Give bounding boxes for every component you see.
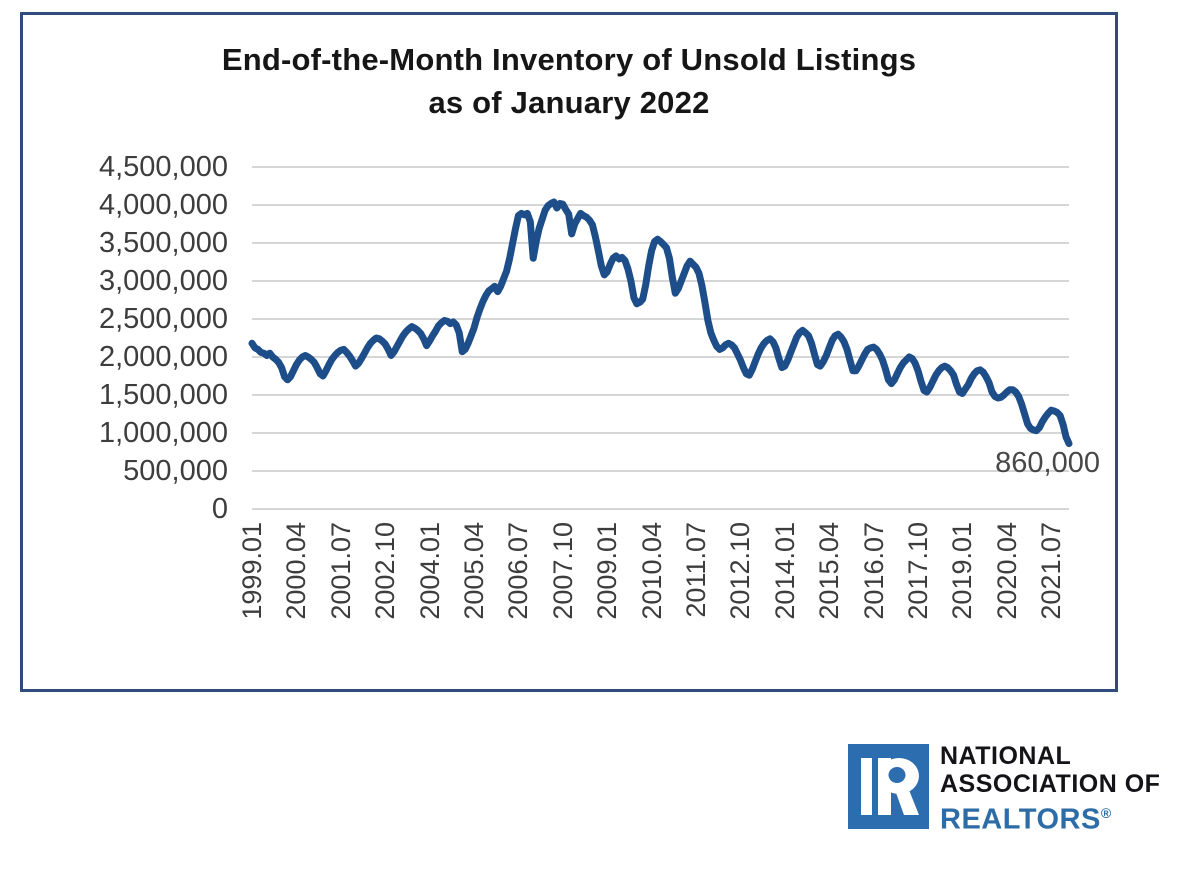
nar-logo-text: NATIONAL ASSOCIATION OF REALTORS® xyxy=(940,742,1180,836)
y-axis-tick-label: 3,000,000 xyxy=(98,265,228,297)
x-axis-tick-label: 2007.10 xyxy=(547,522,578,620)
x-axis-tick-label: 1999.01 xyxy=(237,522,267,620)
final-value-annotation: 860,000 xyxy=(995,447,1100,479)
x-axis-tick-label: 2009.01 xyxy=(592,522,623,620)
registered-trademark-icon: ® xyxy=(1100,805,1112,821)
x-axis-tick-label: 2016.07 xyxy=(858,522,889,620)
x-axis-tick-label: 2019.01 xyxy=(947,522,978,620)
x-axis-tick-label: 2011.07 xyxy=(681,522,712,618)
nar-logo-line2: ASSOCIATION OF xyxy=(940,770,1161,798)
x-axis-tick-label: 2015.04 xyxy=(814,522,845,620)
nar-logo-realtors-text: REALTORS xyxy=(940,803,1101,836)
chart-frame xyxy=(20,12,1118,692)
chart-title-line2: as of January 2022 xyxy=(428,85,710,120)
x-axis-tick-label: 2020.04 xyxy=(991,522,1022,620)
realtor-r-icon xyxy=(848,744,929,829)
nar-logo-line1: NATIONAL xyxy=(940,742,1072,770)
y-axis-tick-label: 500,000 xyxy=(123,455,228,487)
x-axis-tick-label: 2005.04 xyxy=(459,522,489,620)
y-axis-tick-label: 4,500,000 xyxy=(98,151,228,183)
y-axis-tick-label: 0 xyxy=(211,493,228,525)
x-axis-tick-label: 2004.01 xyxy=(414,522,445,620)
x-axis-tick-label: 2010.04 xyxy=(636,522,667,620)
x-axis-tick-label: 2017.10 xyxy=(903,522,934,620)
x-axis-tick-label: 2002.10 xyxy=(370,522,401,620)
x-axis-tick-label: 2014.01 xyxy=(769,522,800,620)
chart-title: End-of-the-Month Inventory of Unsold Lis… xyxy=(20,38,1118,124)
x-axis-tick-label: 2000.04 xyxy=(281,522,312,620)
x-axis-tick-label: 2012.10 xyxy=(725,522,756,620)
chart-title-line1: End-of-the-Month Inventory of Unsold Lis… xyxy=(221,42,917,77)
y-axis-tick-label: 1,000,000 xyxy=(98,417,228,449)
y-axis-tick-label: 4,000,000 xyxy=(98,189,228,221)
y-axis-tick-label: 1,500,000 xyxy=(98,379,228,411)
nar-logo: NATIONAL ASSOCIATION OF REALTORS® xyxy=(848,742,1180,836)
y-axis-tick-label: 2,000,000 xyxy=(98,341,228,373)
y-axis-tick-label: 2,500,000 xyxy=(98,303,228,335)
x-axis-tick-label: 2021.07 xyxy=(1036,522,1067,620)
x-axis-tick-label: 2001.07 xyxy=(325,522,356,620)
y-axis-tick-label: 3,500,000 xyxy=(98,227,228,259)
inventory-data-line xyxy=(248,198,1073,448)
x-axis-tick-label: 2006.07 xyxy=(503,522,534,620)
nar-logo-line3: REALTORS® xyxy=(940,798,1180,836)
